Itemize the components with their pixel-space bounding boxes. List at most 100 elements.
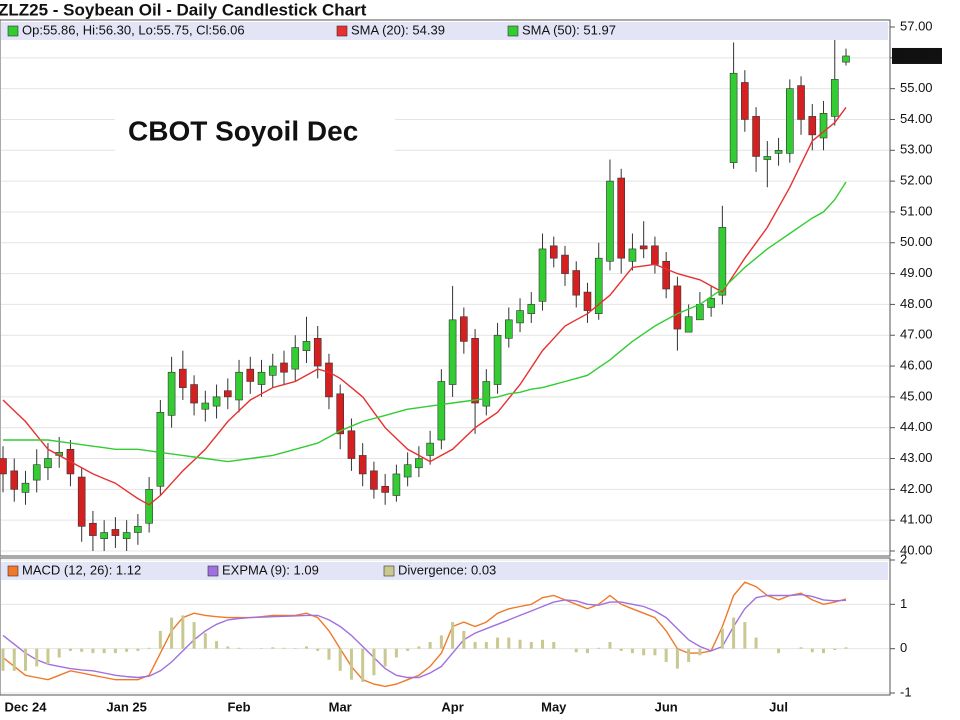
y-tick-label: 53.00 — [900, 142, 933, 157]
candle-body — [662, 260, 670, 290]
divergence-bar — [754, 637, 758, 649]
y-tick-label: 55.00 — [900, 80, 933, 95]
divergence-bar — [698, 648, 702, 656]
macd-legend-bar — [1, 562, 888, 580]
candle-body — [774, 149, 783, 154]
divergence-bar — [732, 617, 736, 649]
candle-body — [156, 411, 165, 487]
legend-label: MACD (12, 26): 1.12 — [22, 562, 141, 577]
divergence-bar — [507, 637, 511, 649]
candle-body — [448, 319, 457, 385]
divergence-bar — [181, 615, 185, 649]
candle-body — [516, 310, 524, 324]
divergence-bar — [822, 648, 826, 654]
divergence-bar — [46, 648, 50, 665]
candle-body — [527, 304, 536, 314]
candle-body — [561, 254, 569, 274]
legend-swatch — [336, 25, 348, 37]
divergence-bar — [12, 648, 16, 671]
candle-body — [190, 384, 198, 404]
candle-body — [246, 368, 255, 382]
divergence-bar — [226, 646, 230, 649]
candle-body — [268, 365, 277, 376]
divergence-bar — [372, 648, 376, 676]
candle-body — [819, 113, 828, 139]
divergence-bar — [799, 647, 803, 649]
candle-body — [460, 316, 468, 342]
legend-label: SMA (50): 51.97 — [522, 22, 616, 37]
candle-body — [280, 362, 288, 373]
chart-title: ZLZ25 - Soybean Oil - Daily Candlestick … — [0, 0, 367, 19]
candle-body — [673, 285, 682, 330]
divergence-bar — [574, 648, 578, 653]
divergence-bar — [158, 630, 162, 649]
divergence-bar — [518, 639, 522, 649]
divergence-bar — [349, 648, 353, 680]
divergence-bar — [833, 648, 837, 650]
candle-body — [797, 85, 805, 120]
divergence-bar — [327, 648, 331, 660]
candle-body — [842, 55, 850, 63]
divergence-bar — [316, 648, 320, 651]
x-tick-label: Jul — [769, 699, 788, 714]
candle-body — [370, 470, 378, 490]
divergence-bar — [125, 648, 129, 652]
candle-body — [122, 532, 131, 539]
divergence-bar — [597, 647, 601, 649]
candle-body — [302, 341, 311, 351]
x-tick-label: Jun — [655, 699, 678, 714]
x-tick-label: Mar — [329, 699, 352, 714]
divergence-bar — [585, 648, 589, 654]
divergence-bar — [664, 648, 668, 662]
series-line — [2, 593, 847, 679]
annotation-box — [115, 100, 395, 155]
legend-swatch — [507, 25, 519, 37]
last-price-box — [892, 47, 942, 64]
divergence-bar — [630, 648, 634, 654]
candle-body — [785, 88, 794, 154]
candle-body — [752, 116, 760, 157]
divergence-bar — [1, 648, 5, 671]
candle-body — [617, 177, 626, 259]
y-tick-label: 52.00 — [900, 173, 933, 188]
divergence-bar — [57, 648, 61, 658]
divergence-bar — [608, 642, 612, 649]
y-tick-label: 46.00 — [900, 357, 933, 372]
divergence-bar — [361, 648, 365, 682]
candle-body — [538, 248, 547, 302]
y-tick-label: 0 — [900, 640, 907, 655]
y-tick-label: 2 — [900, 551, 907, 566]
divergence-bar — [541, 639, 545, 649]
x-tick-label: May — [541, 699, 567, 714]
divergence-bar — [552, 642, 556, 649]
candle-body — [179, 368, 187, 388]
labels-layer: 40.00 41.00 42.00 43.00 44.00 45.00 46.00 47.00… — [5, 18, 942, 714]
candle-body — [403, 464, 412, 478]
divergence-bar — [810, 648, 814, 653]
y-tick-label: 40.00 — [900, 542, 933, 557]
candle-body — [347, 430, 356, 459]
y-tick-label: 48.00 — [900, 296, 933, 311]
candle-body — [415, 458, 423, 469]
candle-body — [504, 319, 513, 339]
y-tick-label: 57.00 — [900, 18, 933, 33]
divergence-bar — [687, 648, 691, 662]
divergence-bar — [484, 642, 488, 649]
divergence-bar — [203, 633, 207, 649]
y-tick-label: 44.00 — [900, 419, 933, 434]
divergence-bar — [237, 647, 241, 649]
y-tick-label: 1 — [900, 596, 907, 611]
divergence-bar — [394, 648, 398, 658]
y-tick-label: 50.00 — [900, 234, 933, 249]
y-tick-label: -1 — [900, 684, 912, 699]
candle-body — [291, 347, 300, 370]
divergence-bar — [282, 647, 286, 649]
candle-body — [336, 393, 345, 435]
divergence-bar — [428, 642, 432, 649]
candle-body — [32, 464, 41, 481]
y-tick-label: 54.00 — [900, 111, 933, 126]
divergence-bar — [35, 648, 39, 667]
divergence-bar — [136, 648, 140, 651]
divergence-bar — [642, 648, 646, 656]
divergence-bar — [844, 647, 848, 649]
